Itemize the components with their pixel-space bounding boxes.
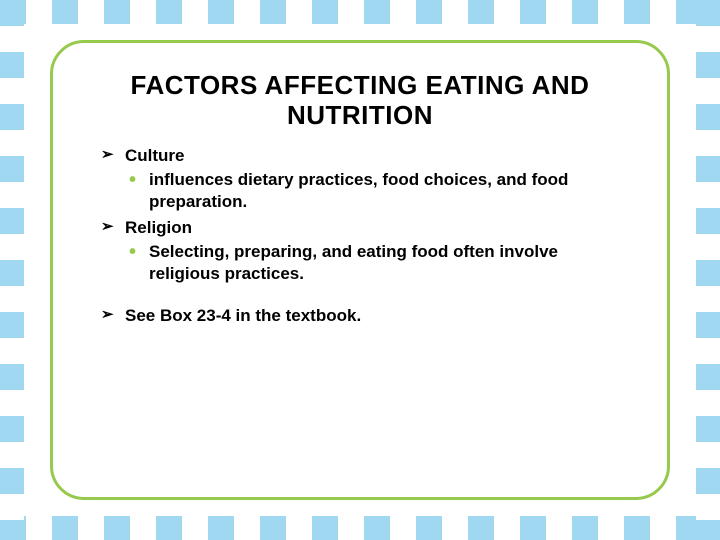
bullet-list: Culture influences dietary practices, fo… <box>99 145 621 286</box>
border-left-stripes <box>0 0 24 540</box>
footnote-list: See Box 23-4 in the textbook. <box>99 305 621 327</box>
border-right-stripes <box>696 0 720 540</box>
list-item-label: Culture <box>125 146 185 165</box>
slide-title: FACTORS AFFECTING EATING AND NUTRITION <box>99 71 621 131</box>
border-top-stripes <box>0 0 720 24</box>
list-item: Culture influences dietary practices, fo… <box>99 145 621 213</box>
sub-list-item-text: influences dietary practices, food choic… <box>149 170 568 211</box>
sub-list-item-text: Selecting, preparing, and eating food of… <box>149 242 558 283</box>
spacer <box>99 289 621 305</box>
sub-bullet-list: influences dietary practices, food choic… <box>125 169 621 213</box>
list-item: Religion Selecting, preparing, and eatin… <box>99 217 621 285</box>
content-panel: FACTORS AFFECTING EATING AND NUTRITION C… <box>50 40 670 500</box>
footnote-item: See Box 23-4 in the textbook. <box>99 305 621 327</box>
sub-list-item: influences dietary practices, food choic… <box>125 169 621 213</box>
list-item-label: Religion <box>125 218 192 237</box>
sub-bullet-list: Selecting, preparing, and eating food of… <box>125 241 621 285</box>
sub-list-item: Selecting, preparing, and eating food of… <box>125 241 621 285</box>
footnote-text: See Box 23-4 in the textbook. <box>125 306 361 325</box>
border-bottom-stripes <box>0 516 720 540</box>
content-panel-inner: FACTORS AFFECTING EATING AND NUTRITION C… <box>53 43 667 351</box>
